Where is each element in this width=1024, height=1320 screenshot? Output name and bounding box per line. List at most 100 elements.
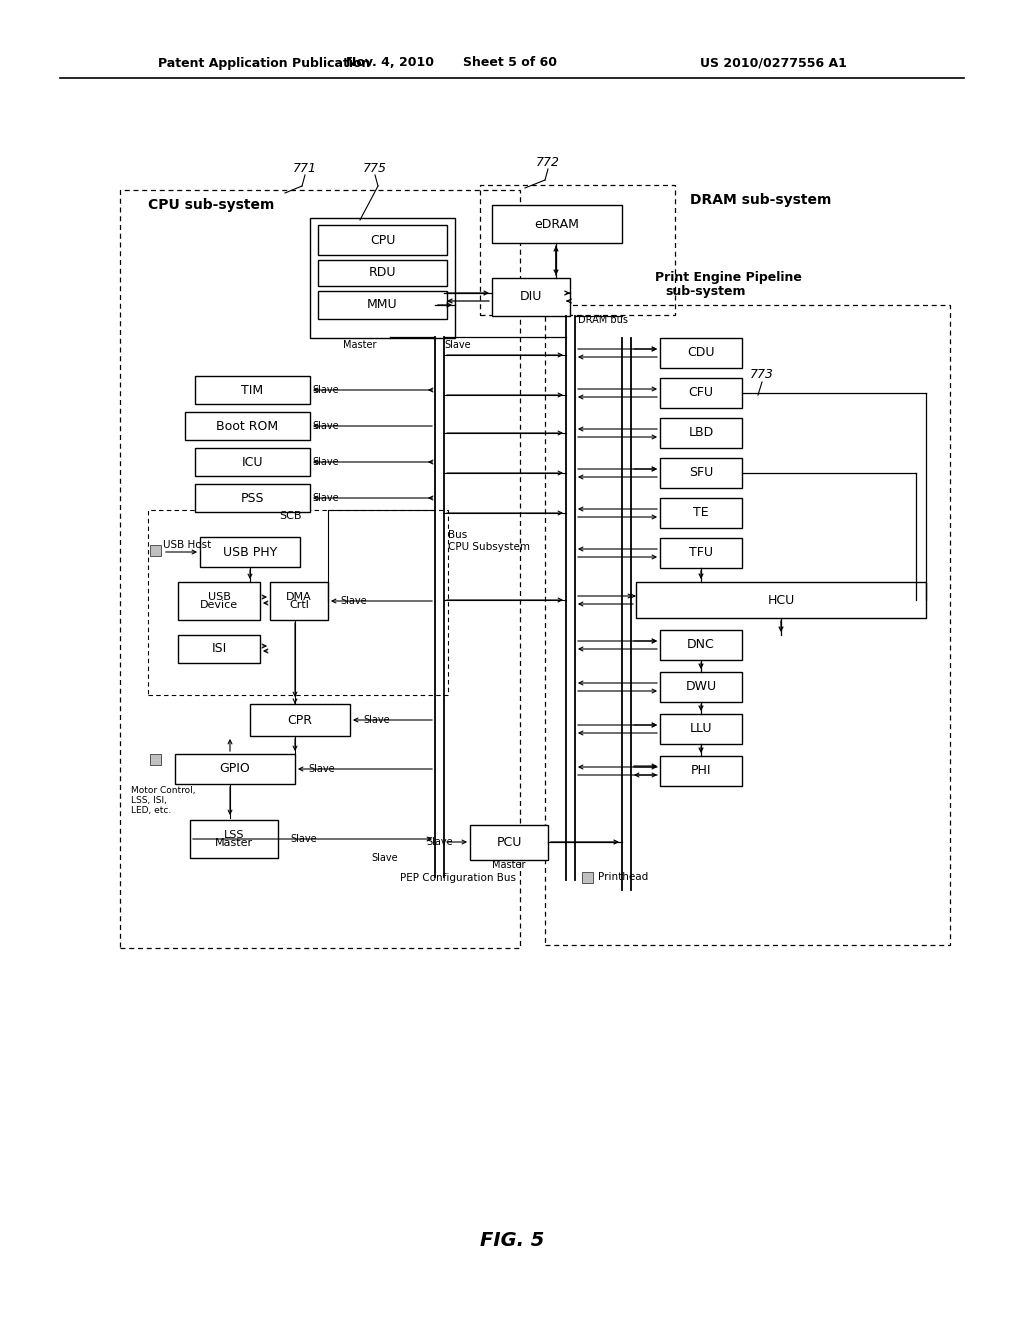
Bar — [178, 635, 260, 663]
Text: Sheet 5 of 60: Sheet 5 of 60 — [463, 57, 557, 70]
Text: DMA: DMA — [286, 591, 312, 602]
Bar — [250, 704, 350, 737]
Text: CPU: CPU — [370, 234, 395, 247]
Text: RDU: RDU — [369, 267, 396, 280]
Text: CPU sub-system: CPU sub-system — [148, 198, 274, 213]
Text: PHI: PHI — [691, 764, 712, 777]
Bar — [195, 484, 310, 512]
Text: Slave: Slave — [308, 764, 335, 774]
Bar — [148, 510, 449, 696]
Text: Slave: Slave — [372, 853, 398, 863]
Text: Nov. 4, 2010: Nov. 4, 2010 — [346, 57, 434, 70]
Bar — [492, 205, 622, 243]
Bar — [318, 290, 447, 319]
Text: LLU: LLU — [690, 722, 713, 735]
Text: Slave: Slave — [362, 715, 389, 725]
Text: SCB: SCB — [279, 511, 301, 521]
Bar — [492, 279, 570, 315]
Text: Master: Master — [493, 861, 525, 870]
Bar — [660, 714, 742, 744]
Bar — [545, 305, 950, 945]
Text: DNC: DNC — [687, 639, 715, 652]
Bar — [120, 190, 520, 948]
Text: USB: USB — [208, 591, 230, 602]
Text: Bus: Bus — [449, 531, 467, 540]
Text: 772: 772 — [536, 156, 560, 169]
Bar — [582, 873, 593, 883]
Bar — [636, 582, 926, 618]
Text: Printhead: Printhead — [598, 873, 648, 882]
Text: FIG. 5: FIG. 5 — [480, 1230, 544, 1250]
Text: ISI: ISI — [211, 643, 226, 656]
Text: Motor Control,: Motor Control, — [131, 785, 196, 795]
Text: US 2010/0277556 A1: US 2010/0277556 A1 — [700, 57, 847, 70]
Text: Slave: Slave — [312, 457, 339, 467]
Bar — [175, 754, 295, 784]
Text: 775: 775 — [362, 161, 387, 174]
Text: LED, etc.: LED, etc. — [131, 805, 171, 814]
Bar — [190, 820, 278, 858]
Bar — [660, 539, 742, 568]
Text: LSS, ISI,: LSS, ISI, — [131, 796, 167, 804]
Text: LBD: LBD — [688, 426, 714, 440]
Bar — [270, 582, 328, 620]
Text: PSS: PSS — [241, 491, 264, 504]
Text: CFU: CFU — [688, 387, 714, 400]
Text: PCU: PCU — [497, 836, 521, 849]
Text: TIM: TIM — [242, 384, 263, 396]
Text: CDU: CDU — [687, 346, 715, 359]
Bar — [318, 260, 447, 286]
Text: Slave: Slave — [312, 421, 339, 432]
Text: Slave: Slave — [312, 492, 339, 503]
Text: DWU: DWU — [685, 681, 717, 693]
Text: TFU: TFU — [689, 546, 713, 560]
Bar — [185, 412, 310, 440]
Text: 773: 773 — [750, 368, 774, 381]
Text: USB Host: USB Host — [163, 540, 211, 550]
Bar — [195, 447, 310, 477]
Text: eDRAM: eDRAM — [535, 218, 580, 231]
Text: Crtl: Crtl — [289, 601, 309, 610]
Text: CPU Subsystem: CPU Subsystem — [449, 543, 530, 552]
Bar — [480, 185, 675, 315]
Text: TE: TE — [693, 507, 709, 520]
Text: MMU: MMU — [368, 298, 397, 312]
Text: CPR: CPR — [288, 714, 312, 726]
Text: 771: 771 — [293, 161, 317, 174]
Text: DIU: DIU — [520, 290, 542, 304]
Text: Slave: Slave — [340, 597, 367, 606]
Bar — [660, 672, 742, 702]
Text: Slave: Slave — [444, 341, 471, 350]
Text: GPIO: GPIO — [219, 763, 251, 776]
Text: PEP Configuration Bus: PEP Configuration Bus — [400, 873, 516, 883]
Text: Device: Device — [200, 601, 238, 610]
Text: LSS: LSS — [224, 829, 245, 840]
Bar — [310, 218, 455, 338]
Bar — [660, 756, 742, 785]
Bar — [318, 224, 447, 255]
Text: Boot ROM: Boot ROM — [216, 420, 279, 433]
Bar — [195, 376, 310, 404]
Text: HCU: HCU — [767, 594, 795, 606]
Text: Slave: Slave — [290, 834, 316, 843]
Bar — [660, 418, 742, 447]
Text: Print Engine Pipeline: Print Engine Pipeline — [655, 272, 802, 285]
Bar — [150, 754, 161, 766]
Bar — [470, 825, 548, 861]
Text: DRAM bus: DRAM bus — [578, 315, 628, 325]
Bar — [178, 582, 260, 620]
Bar — [200, 537, 300, 568]
Text: Slave: Slave — [426, 837, 453, 847]
Bar — [150, 545, 161, 556]
Text: DRAM sub-system: DRAM sub-system — [690, 193, 831, 207]
Bar — [660, 458, 742, 488]
Text: USB PHY: USB PHY — [223, 545, 278, 558]
Text: SFU: SFU — [689, 466, 713, 479]
Text: Patent Application Publication: Patent Application Publication — [158, 57, 371, 70]
Bar — [660, 378, 742, 408]
Bar — [660, 630, 742, 660]
Text: Master: Master — [343, 341, 377, 350]
Bar — [660, 498, 742, 528]
Text: Slave: Slave — [312, 385, 339, 395]
Bar — [660, 338, 742, 368]
